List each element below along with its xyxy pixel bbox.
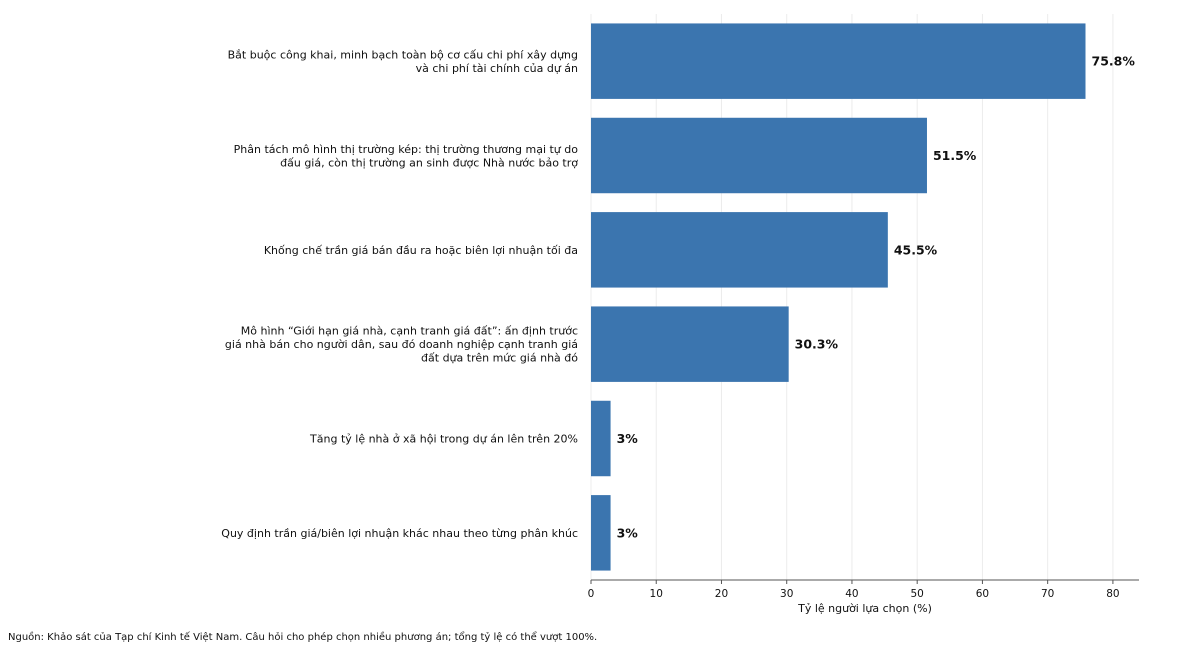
x-tick-label: 10	[650, 588, 663, 600]
grid-lines	[590, 14, 1114, 580]
category-label-line: Khống chế trần giá bán đầu ra hoặc biên …	[264, 244, 578, 257]
value-label: 45.5%	[894, 242, 938, 257]
value-label: 3%	[617, 431, 639, 446]
value-label: 30.3%	[795, 337, 839, 352]
category-label: Tăng tỷ lệ nhà ở xã hội trong dự án lên …	[309, 433, 578, 446]
bars	[591, 23, 1086, 571]
value-label: 51.5%	[933, 148, 977, 163]
bar	[591, 306, 789, 382]
category-label: Mô hình “Giới hạn giá nhà, cạnh tranh gi…	[225, 325, 578, 365]
x-tick-label: 50	[911, 588, 924, 600]
bar	[591, 23, 1086, 99]
bar	[591, 117, 927, 194]
value-label: 75.8%	[1092, 54, 1136, 69]
x-tick-label: 80	[1106, 588, 1119, 600]
category-label-line: giá nhà bán cho người dân, sau đó doanh …	[225, 338, 578, 351]
value-label: 3%	[617, 525, 639, 540]
category-label-line: đất dựa trên mức giá nhà đó	[421, 352, 578, 365]
bar	[591, 495, 611, 571]
category-label-line: Bắt buộc công khai, minh bạch toàn bộ cơ…	[228, 48, 578, 61]
category-label: Khống chế trần giá bán đầu ra hoặc biên …	[264, 244, 578, 257]
x-tick-label: 0	[588, 588, 595, 600]
bar	[591, 400, 611, 477]
x-tick-label: 30	[780, 588, 793, 600]
source-note: Nguồn: Khảo sát của Tạp chí Kinh tế Việt…	[8, 632, 598, 643]
x-tick-label: 20	[715, 588, 728, 600]
category-label-line: Mô hình “Giới hạn giá nhà, cạnh tranh gi…	[241, 325, 578, 338]
category-label-line: đấu giá, còn thị trường an sinh được Nhà…	[280, 156, 578, 169]
category-label-line: và chi phí tài chính của dự án	[416, 62, 578, 75]
category-label-line: Tăng tỷ lệ nhà ở xã hội trong dự án lên …	[309, 433, 578, 446]
x-axis-title: Tỷ lệ người lựa chọn (%)	[797, 602, 932, 615]
category-labels: Bắt buộc công khai, minh bạch toàn bộ cơ…	[221, 48, 578, 539]
x-tick-label: 40	[845, 588, 858, 600]
category-label-line: Phân tách mô hình thị trường kép: thị tr…	[234, 143, 579, 156]
category-label-line: Quy định trần giá/biên lợi nhuận khác nh…	[221, 527, 578, 540]
category-label: Bắt buộc công khai, minh bạch toàn bộ cơ…	[228, 48, 578, 74]
category-label: Phân tách mô hình thị trường kép: thị tr…	[234, 143, 579, 170]
value-labels: 75.8% 51.5% 45.5% 30.3% 3% 3%	[617, 54, 1136, 541]
bar	[591, 212, 888, 288]
x-tick-label: 60	[976, 588, 989, 600]
category-label: Quy định trần giá/biên lợi nhuận khác nh…	[221, 527, 578, 540]
x-axis: 0 10 20 30 40 50 60 70 80	[588, 579, 1139, 600]
x-tick-label: 70	[1041, 588, 1054, 600]
